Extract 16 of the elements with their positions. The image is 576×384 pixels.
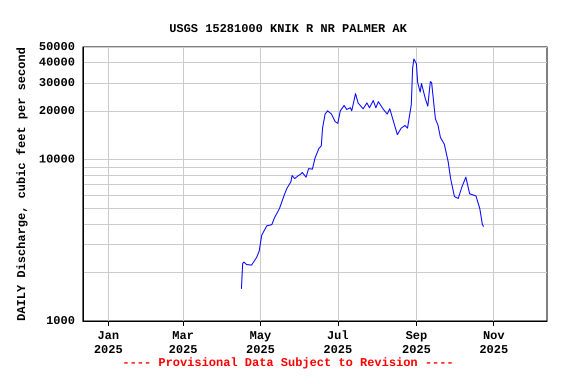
- x-tick-label: Jan 2025: [94, 329, 123, 357]
- y-tick-label: 20000: [38, 104, 75, 118]
- y-tick-label: 10000: [38, 152, 75, 167]
- chart-title: USGS 15281000 KNIK R NR PALMER AK: [169, 22, 408, 36]
- x-tick-label: Mar 2025: [168, 329, 198, 357]
- y-tick-label: 40000: [38, 56, 75, 70]
- x-tick-label: Nov 2025: [479, 329, 508, 357]
- y-tick-label: 1000: [46, 314, 75, 328]
- x-tick-label: Jul 2025: [323, 329, 352, 357]
- x-tick-label: Sep 2025: [402, 329, 431, 357]
- y-tick-label: 30000: [38, 76, 75, 90]
- text: ---- Provisional Data Subject to Revision ----: [122, 356, 454, 370]
- y-tick-label: 50000: [38, 40, 75, 54]
- x-tick-label: May 2025: [246, 329, 275, 357]
- y-axis-title: DAILY Discharge, cubic feet per second: [15, 47, 29, 321]
- line-series: [240, 58, 484, 290]
